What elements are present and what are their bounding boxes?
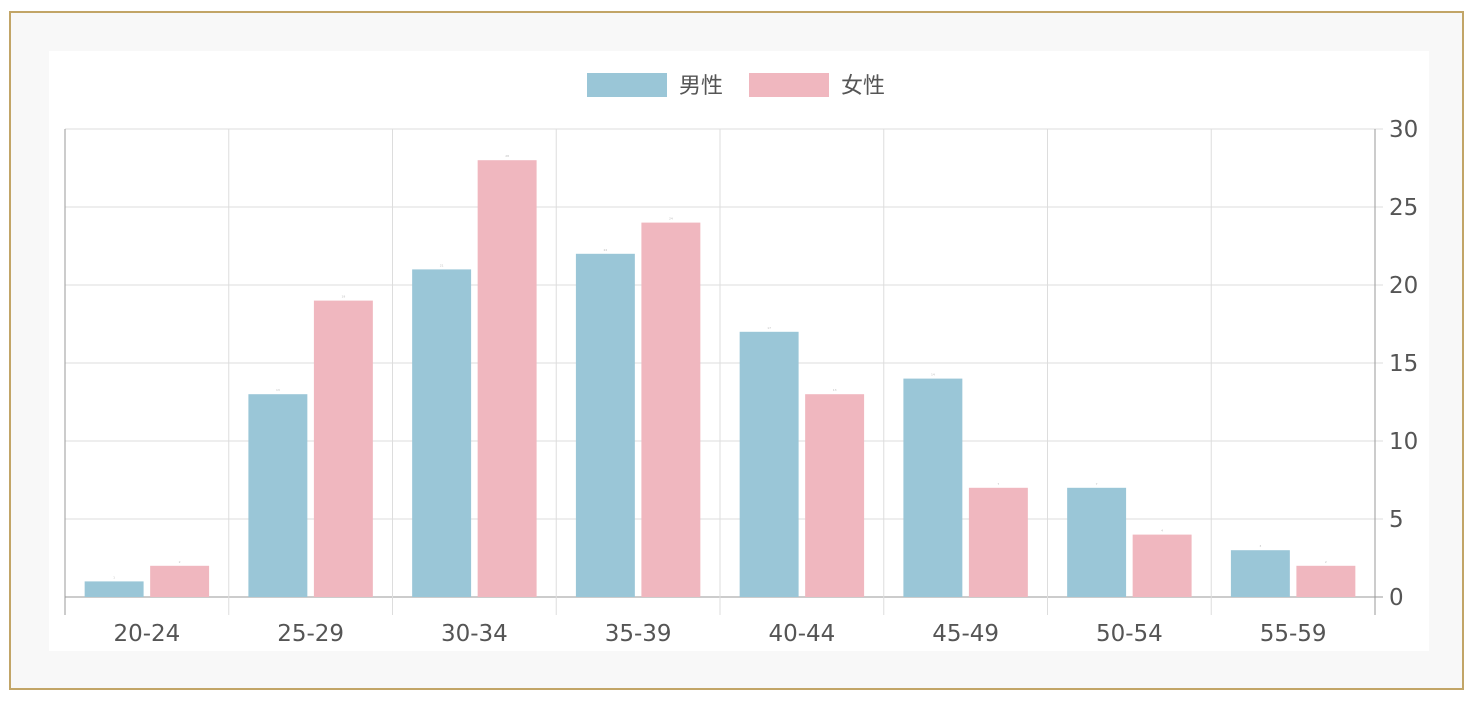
legend[interactable]: 男性 女性 xyxy=(587,73,885,99)
bar-female-30-34[interactable] xyxy=(477,160,537,597)
bar-male-35-39[interactable] xyxy=(575,253,635,598)
bar-value-label: 2 xyxy=(1325,560,1327,564)
x-tick-label: 40-44 xyxy=(768,621,835,647)
legend-item-male[interactable]: 男性 xyxy=(587,73,723,99)
bar-male-50-54[interactable] xyxy=(1067,487,1127,597)
bar-value-label: 1 xyxy=(113,575,115,579)
y-tick-label: 20 xyxy=(1389,273,1418,299)
y-tick-label: 30 xyxy=(1389,117,1418,143)
bar-male-30-34[interactable] xyxy=(412,269,472,597)
bar-value-label: 7 xyxy=(997,482,999,486)
bar-male-20-24[interactable] xyxy=(84,581,144,597)
bar-female-25-29[interactable] xyxy=(313,300,373,597)
bar-female-20-24[interactable] xyxy=(150,565,210,597)
legend-item-female[interactable]: 女性 xyxy=(749,73,885,99)
bar-value-label: 4 xyxy=(1161,529,1163,533)
y-tick-label: 5 xyxy=(1389,507,1404,533)
bar-value-label: 13 xyxy=(276,388,280,392)
x-tick-label: 55-59 xyxy=(1260,621,1327,647)
x-tick-label: 45-49 xyxy=(932,621,999,647)
legend-label: 女性 xyxy=(841,74,885,99)
bar-female-35-39[interactable] xyxy=(641,222,701,597)
y-tick-label: 15 xyxy=(1389,351,1418,377)
bar-male-40-44[interactable] xyxy=(739,331,799,597)
legend-label: 男性 xyxy=(679,74,723,99)
bar-female-45-49[interactable] xyxy=(968,487,1028,597)
bar-value-label: 19 xyxy=(341,295,345,299)
legend-swatch xyxy=(749,73,829,97)
bars: 1 13 21 22 17 14 7 3 2 19 28 24 13 7 4 2 xyxy=(84,154,1356,598)
bar-value-label: 28 xyxy=(505,154,509,158)
bar-value-label: 7 xyxy=(1096,482,1098,486)
bar-female-55-59[interactable] xyxy=(1296,565,1356,597)
x-tick-label: 35-39 xyxy=(605,621,672,647)
y-tick-label: 10 xyxy=(1389,429,1418,455)
bar-male-55-59[interactable] xyxy=(1230,550,1290,597)
y-tick-label: 0 xyxy=(1389,585,1404,611)
bar-female-50-54[interactable] xyxy=(1132,534,1192,597)
chart-panel: 1 13 21 22 17 14 7 3 2 19 28 24 13 7 4 2 0 5 10 15 20 25 30 20… xyxy=(49,51,1429,651)
bar-male-45-49[interactable] xyxy=(903,378,963,597)
bar-value-label: 2 xyxy=(179,560,181,564)
x-tick-label: 20-24 xyxy=(113,621,180,647)
bar-value-label: 22 xyxy=(603,248,607,252)
bar-value-label: 17 xyxy=(767,326,771,330)
bar-value-label: 24 xyxy=(669,217,673,221)
x-tick-label: 30-34 xyxy=(441,621,508,647)
y-tick-label: 25 xyxy=(1389,195,1418,221)
bar-chart: 1 13 21 22 17 14 7 3 2 19 28 24 13 7 4 2 0 5 10 15 20 25 30 20… xyxy=(64,73,1418,647)
bar-value-label: 3 xyxy=(1259,544,1261,548)
bar-value-label: 14 xyxy=(931,373,935,377)
bar-male-25-29[interactable] xyxy=(248,394,308,597)
chart-frame: 1 13 21 22 17 14 7 3 2 19 28 24 13 7 4 2 0 5 10 15 20 25 30 20… xyxy=(9,11,1464,690)
axes: 0 5 10 15 20 25 30 20-24 25-29 30-34 35-39 40-44 45-… xyxy=(113,117,1418,647)
x-tick-label: 50-54 xyxy=(1096,621,1163,647)
legend-swatch xyxy=(587,73,667,97)
bar-female-40-44[interactable] xyxy=(805,394,865,597)
bar-value-label: 13 xyxy=(833,388,837,392)
x-tick-label: 25-29 xyxy=(277,621,344,647)
bar-value-label: 21 xyxy=(440,263,444,267)
